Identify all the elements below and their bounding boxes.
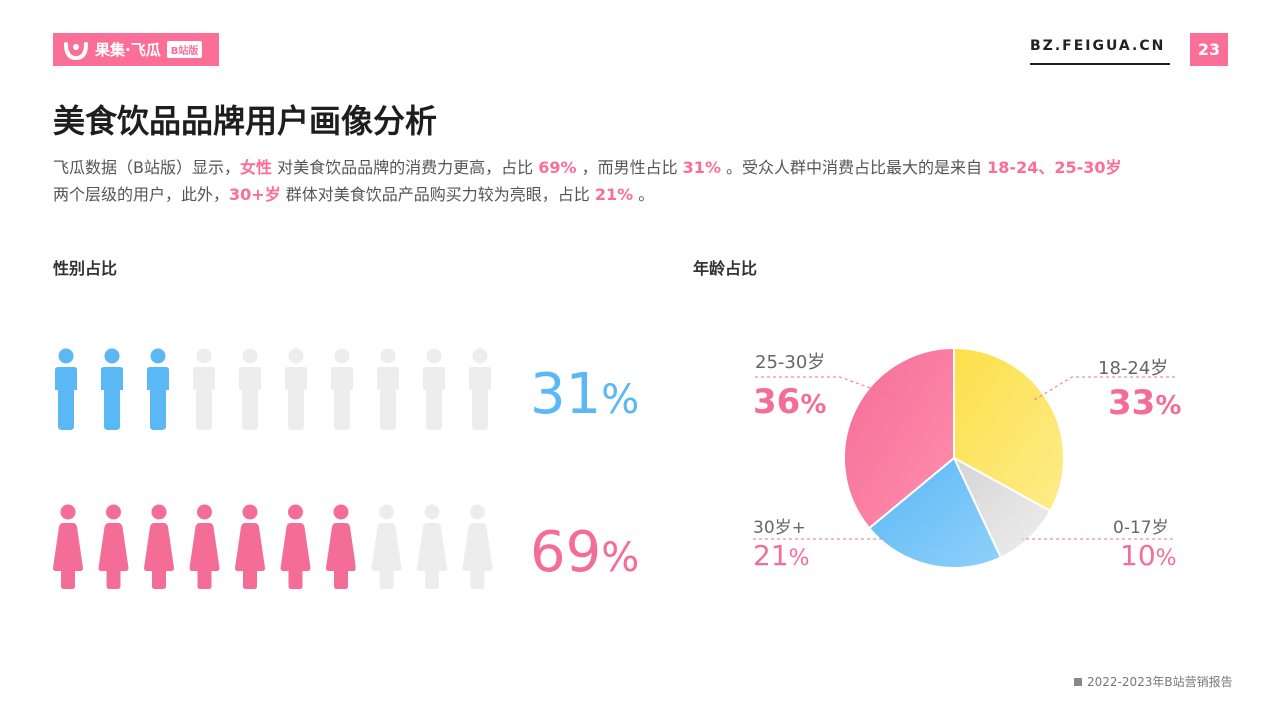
logo-mark-icon: [64, 41, 88, 60]
person-figure-10: [462, 504, 493, 589]
male-pictogram: [52, 348, 502, 438]
person-figure-6: [280, 504, 311, 589]
footer-report-name: 2022-2023年B站营销报告: [1074, 673, 1233, 690]
person-figure-2: [101, 348, 123, 430]
person-figure-3: [147, 348, 169, 430]
female-pictogram: [52, 504, 502, 594]
pie-value-30plus: 21%: [753, 539, 810, 572]
page-title: 美食饮品品牌用户画像分析: [53, 102, 438, 140]
male-percentage: 31%: [530, 362, 640, 427]
pie-label-25-30: 25-30岁: [755, 352, 826, 373]
person-figure-5: [239, 348, 261, 430]
site-url: BZ.FEIGUA.CN: [1030, 38, 1170, 65]
summary-text: 飞瓜数据（B站版）显示，女性 对美食饮品品牌的消费力更高，占比 69% ，而男性…: [53, 158, 1122, 204]
person-figure-1: [55, 348, 77, 430]
age-section-label: 年龄占比: [693, 259, 758, 278]
highlight-30plus-pct: 21%: [594, 185, 634, 204]
person-figure-8: [377, 348, 399, 430]
brand-logo: 果集·飞瓜 B站版: [53, 33, 219, 66]
age-pie-chart: [753, 346, 1175, 569]
person-figure-7: [331, 348, 353, 430]
highlight-male-pct: 31%: [682, 158, 721, 177]
page-number: 23: [1190, 33, 1228, 66]
gender-section-label: 性别占比: [53, 259, 118, 278]
highlight-age-groups: 18-24、25-30岁: [987, 158, 1122, 177]
person-figure-3: [144, 504, 174, 589]
pie-slice-18-24岁: [953, 346, 1065, 513]
person-figure-9: [423, 348, 445, 430]
female-percentage: 69%: [530, 520, 640, 585]
pie-label-18-24: 18-24岁: [1098, 358, 1169, 379]
highlight-30plus: 30+岁: [229, 185, 281, 204]
logo-text: 果集·飞瓜: [95, 41, 161, 59]
highlight-female: 女性: [239, 158, 272, 177]
square-icon: [1074, 678, 1082, 686]
male-pictogram-svg: [55, 348, 491, 430]
pie-value-18-24: 33%: [1108, 383, 1182, 423]
pie-label-30plus: 30岁+: [753, 518, 806, 538]
leader-line-25-30: [755, 376, 899, 399]
person-figure-4: [193, 348, 215, 430]
pie-slice-30岁+: [867, 456, 1003, 569]
logo-badge: B站版: [166, 41, 203, 58]
person-figure-2: [98, 504, 129, 589]
person-figure-9: [417, 504, 447, 589]
person-figure-5: [235, 504, 265, 589]
person-figure-1: [53, 504, 83, 589]
pie-value-0-17: 10%: [1120, 539, 1177, 572]
person-figure-10: [469, 348, 491, 430]
leader-line-18-24: [1033, 376, 1175, 401]
highlight-female-pct: 69%: [538, 158, 577, 177]
person-figure-8: [371, 504, 402, 589]
pie-value-25-30: 36%: [753, 382, 827, 422]
pie-label-0-17: 0-17岁: [1113, 518, 1169, 538]
female-pictogram-svg: [53, 504, 493, 589]
person-figure-6: [285, 348, 307, 430]
person-figure-4: [189, 504, 220, 589]
person-figure-7: [326, 504, 356, 589]
pie-slice-25-30岁: [843, 346, 955, 530]
